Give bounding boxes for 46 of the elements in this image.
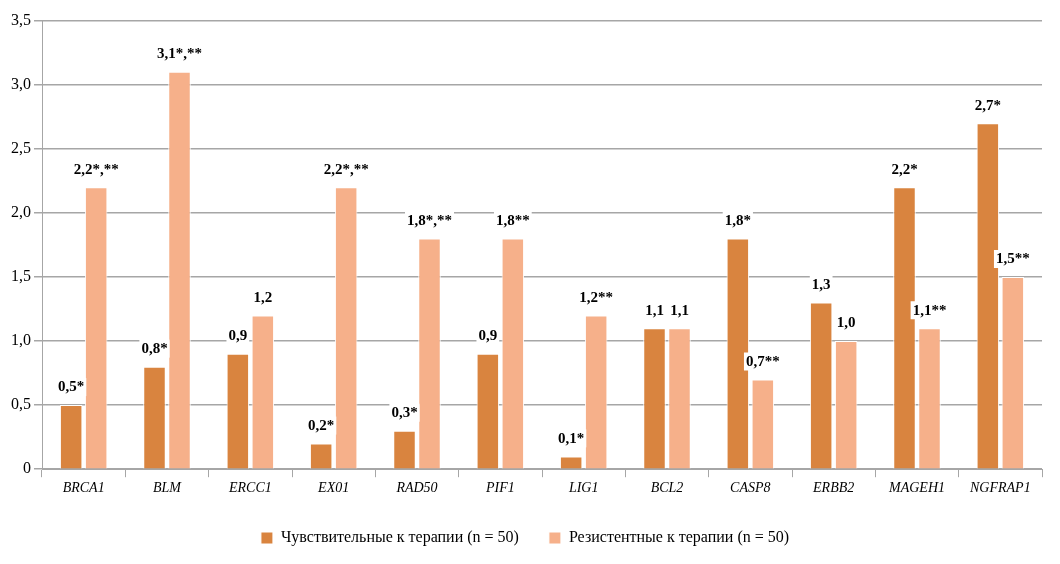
data-label: 1,2** — [579, 288, 614, 305]
data-label: 2,7* — [974, 96, 1001, 113]
data-label: 2,2*,** — [323, 160, 369, 177]
data-label: 1,8*,** — [407, 211, 452, 228]
data-label: 1,2 — [253, 288, 273, 305]
y-tick-label: 2,0 — [11, 203, 31, 221]
x-tick-label: NGFRAP1 — [969, 480, 1031, 496]
y-tick-label: 1,0 — [11, 331, 31, 349]
y-tick-label: 2,5 — [11, 138, 31, 156]
x-tick-label: ERCC1 — [227, 480, 272, 496]
y-tick-label: 0,5 — [11, 395, 31, 413]
x-tick-label: RAD50 — [395, 480, 438, 496]
data-label: 0,2* — [308, 416, 335, 433]
data-label: 0,7** — [745, 352, 780, 369]
data-label: 1,1 — [670, 301, 689, 318]
data-label: 1,8* — [724, 211, 751, 228]
legend-label: Резистентные к терапии (n = 50) — [568, 528, 790, 547]
y-tick-label: 1,5 — [11, 267, 31, 285]
data-label: 1,1** — [912, 301, 947, 318]
data-label: 0,3* — [391, 404, 418, 421]
data-label: 0,5* — [58, 378, 85, 395]
data-label: 1,1 — [645, 301, 664, 318]
y-tick-label: 3,5 — [11, 10, 31, 28]
data-label: 0,8* — [141, 340, 168, 357]
data-label: 0,9 — [478, 327, 498, 344]
y-tick-label: 0 — [23, 459, 31, 477]
data-label: 1,8** — [495, 211, 530, 228]
data-label: 3,1*,** — [157, 45, 202, 62]
x-tick-label: ERBB2 — [812, 480, 855, 496]
data-label: 0,9 — [228, 327, 248, 344]
x-tick-label: EX01 — [317, 480, 350, 496]
x-tick-label: BRCA1 — [62, 480, 105, 496]
data-label: 1,0 — [836, 314, 856, 331]
data-label: 2,2*,** — [73, 160, 119, 177]
x-tick-label: BLM — [153, 480, 183, 496]
legend-label: Чувствительные к терапии (n = 50) — [280, 528, 519, 547]
x-tick-label: BCL2 — [650, 480, 684, 496]
data-label: 1,5** — [995, 250, 1030, 267]
x-tick-label: CASP8 — [730, 480, 771, 496]
x-tick-label: LIG1 — [567, 480, 599, 496]
x-tick-label: PIF1 — [484, 480, 515, 496]
data-label: 0,1* — [558, 429, 585, 446]
y-tick-label: 3,0 — [11, 74, 31, 92]
x-tick-label: MAGEH1 — [888, 480, 945, 496]
data-label: 2,2* — [891, 160, 918, 177]
data-label: 1,3 — [811, 275, 831, 292]
